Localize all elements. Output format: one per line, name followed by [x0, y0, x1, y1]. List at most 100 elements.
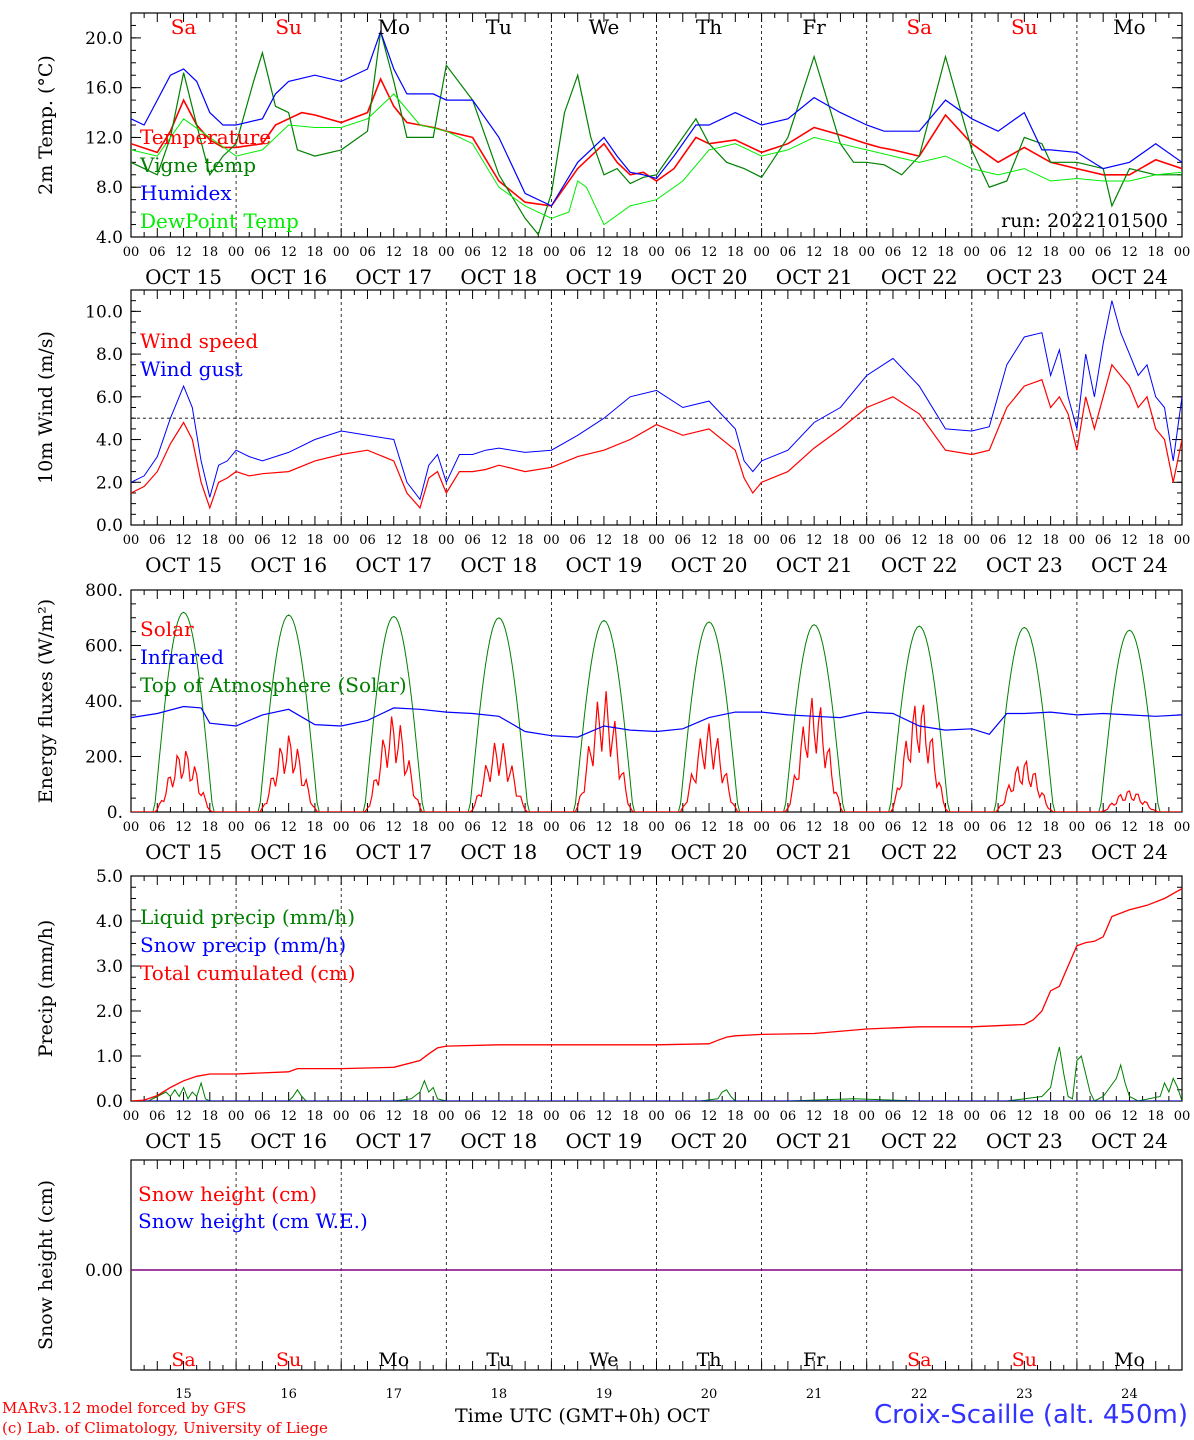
hour-tick-label: 06	[254, 533, 271, 548]
hour-tick-label: 18	[202, 533, 219, 548]
hour-tick-label: 18	[517, 820, 534, 835]
hour-tick-label: 06	[990, 820, 1007, 835]
hour-tick-label: 12	[911, 1109, 928, 1124]
model-line: MARv3.12 model forced by GFS	[2, 1399, 247, 1417]
model-credit: MARv3.12 model forced by GFS (c) Lab. of…	[2, 1398, 328, 1438]
hour-tick-label: 06	[885, 533, 902, 548]
hour-tick-label: 00	[543, 245, 560, 260]
hour-tick-label: 06	[149, 820, 166, 835]
weekday-label: We	[589, 1349, 618, 1371]
date-label: OCT 22	[881, 265, 958, 289]
weekday-label: Su	[1011, 15, 1038, 39]
hour-tick-label: 00	[438, 533, 455, 548]
hour-tick-label: 00	[333, 533, 350, 548]
hour-tick-label: 18	[832, 533, 849, 548]
hour-tick-label: 00	[228, 1109, 245, 1124]
weekday-label: Sa	[906, 15, 932, 39]
hour-tick-label: 12	[491, 1109, 508, 1124]
legend-entry: Snow height (cm)	[138, 1182, 317, 1206]
hour-tick-label: 12	[280, 1109, 297, 1124]
date-label: OCT 23	[986, 553, 1063, 577]
y-axis-label: Energy fluxes (W/m²)	[35, 599, 57, 803]
hour-tick-label: 12	[385, 1109, 402, 1124]
hour-tick-label: 18	[307, 245, 324, 260]
hour-tick-label: 00	[964, 1109, 981, 1124]
hour-tick-label: 18	[1147, 1109, 1164, 1124]
date-label: OCT 19	[566, 553, 643, 577]
hour-tick-label: 12	[701, 245, 718, 260]
day-number-label: 22	[911, 1387, 928, 1402]
y-tick-label: 16.0	[85, 79, 123, 99]
hour-tick-label: 18	[937, 1109, 954, 1124]
hour-tick-label: 06	[780, 245, 797, 260]
date-label: OCT 18	[460, 553, 537, 577]
date-label: OCT 24	[1091, 553, 1168, 577]
hour-tick-label: 18	[517, 1109, 534, 1124]
hour-tick-label: 06	[569, 1109, 586, 1124]
hour-tick-label: 06	[675, 820, 692, 835]
hour-tick-label: 06	[780, 533, 797, 548]
hour-tick-label: 18	[412, 533, 429, 548]
hour-tick-label: 18	[307, 820, 324, 835]
hour-tick-label: 18	[622, 245, 639, 260]
hour-tick-label: 00	[1174, 533, 1191, 548]
date-label: OCT 23	[986, 840, 1063, 864]
date-label: OCT 20	[671, 265, 748, 289]
hour-tick-label: 00	[753, 245, 770, 260]
hour-tick-label: 06	[254, 245, 271, 260]
date-label: OCT 20	[671, 840, 748, 864]
weekday-label: Fr	[803, 1349, 826, 1371]
series-line-temperature	[131, 76, 1182, 207]
hour-tick-label: 12	[1121, 820, 1138, 835]
hour-tick-label: 12	[385, 245, 402, 260]
hour-tick-label: 18	[1042, 533, 1059, 548]
hour-tick-label: 18	[1147, 533, 1164, 548]
hour-tick-label: 18	[1147, 245, 1164, 260]
hour-tick-label: 00	[753, 820, 770, 835]
hour-tick-label: 12	[701, 1109, 718, 1124]
date-label: OCT 16	[250, 265, 327, 289]
day-number-label: 16	[280, 1387, 297, 1402]
weekday-label: Sa	[171, 1349, 195, 1371]
hour-tick-label: 12	[175, 245, 192, 260]
hour-tick-label: 18	[832, 245, 849, 260]
weekday-label: Tu	[486, 1349, 511, 1371]
hour-tick-label: 00	[333, 1109, 350, 1124]
y-tick-label: 200.	[85, 748, 123, 768]
hour-tick-label: 00	[543, 533, 560, 548]
hour-tick-label: 12	[385, 533, 402, 548]
hour-tick-label: 12	[806, 1109, 823, 1124]
panel-snow: Snow height (cm) 0.00 Snow height (cm) Snow…	[35, 1159, 1183, 1402]
hour-tick-label: 12	[701, 820, 718, 835]
series-line-total-cumulated	[131, 888, 1182, 1101]
weekday-label: Sa	[171, 15, 197, 39]
day-number-label: 23	[1016, 1387, 1033, 1402]
y-tick-label: 8.0	[96, 345, 123, 365]
hour-tick-label: 00	[858, 245, 875, 260]
weekday-label: Su	[275, 15, 302, 39]
legend-entry: Wind speed	[140, 329, 258, 353]
hour-tick-label: 18	[727, 1109, 744, 1124]
hour-tick-label: 00	[228, 533, 245, 548]
hour-tick-label: 06	[359, 1109, 376, 1124]
hour-tick-label: 18	[622, 1109, 639, 1124]
hour-tick-label: 06	[990, 1109, 1007, 1124]
date-label: OCT 16	[250, 1129, 327, 1153]
date-label: OCT 18	[460, 840, 537, 864]
legend-entry: Total cumulated (cm)	[140, 961, 356, 985]
hour-tick-label: 00	[753, 533, 770, 548]
hour-tick-label: 06	[254, 1109, 271, 1124]
weekday-label: We	[589, 15, 620, 39]
legend-entry: Top of Atmosphere (Solar)	[140, 673, 407, 697]
hour-tick-label: 00	[1069, 245, 1086, 260]
hour-tick-label: 18	[1042, 1109, 1059, 1124]
weekday-label: Th	[697, 1349, 722, 1371]
hour-tick-label: 18	[412, 820, 429, 835]
series-line-solar	[131, 691, 1182, 812]
y-tick-label: 0.	[107, 803, 123, 823]
hour-tick-label: 06	[675, 533, 692, 548]
hour-tick-label: 00	[123, 245, 140, 260]
y-tick-label: 2.0	[96, 473, 123, 493]
legend-entry: Solar	[140, 617, 194, 641]
hour-tick-label: 12	[911, 245, 928, 260]
